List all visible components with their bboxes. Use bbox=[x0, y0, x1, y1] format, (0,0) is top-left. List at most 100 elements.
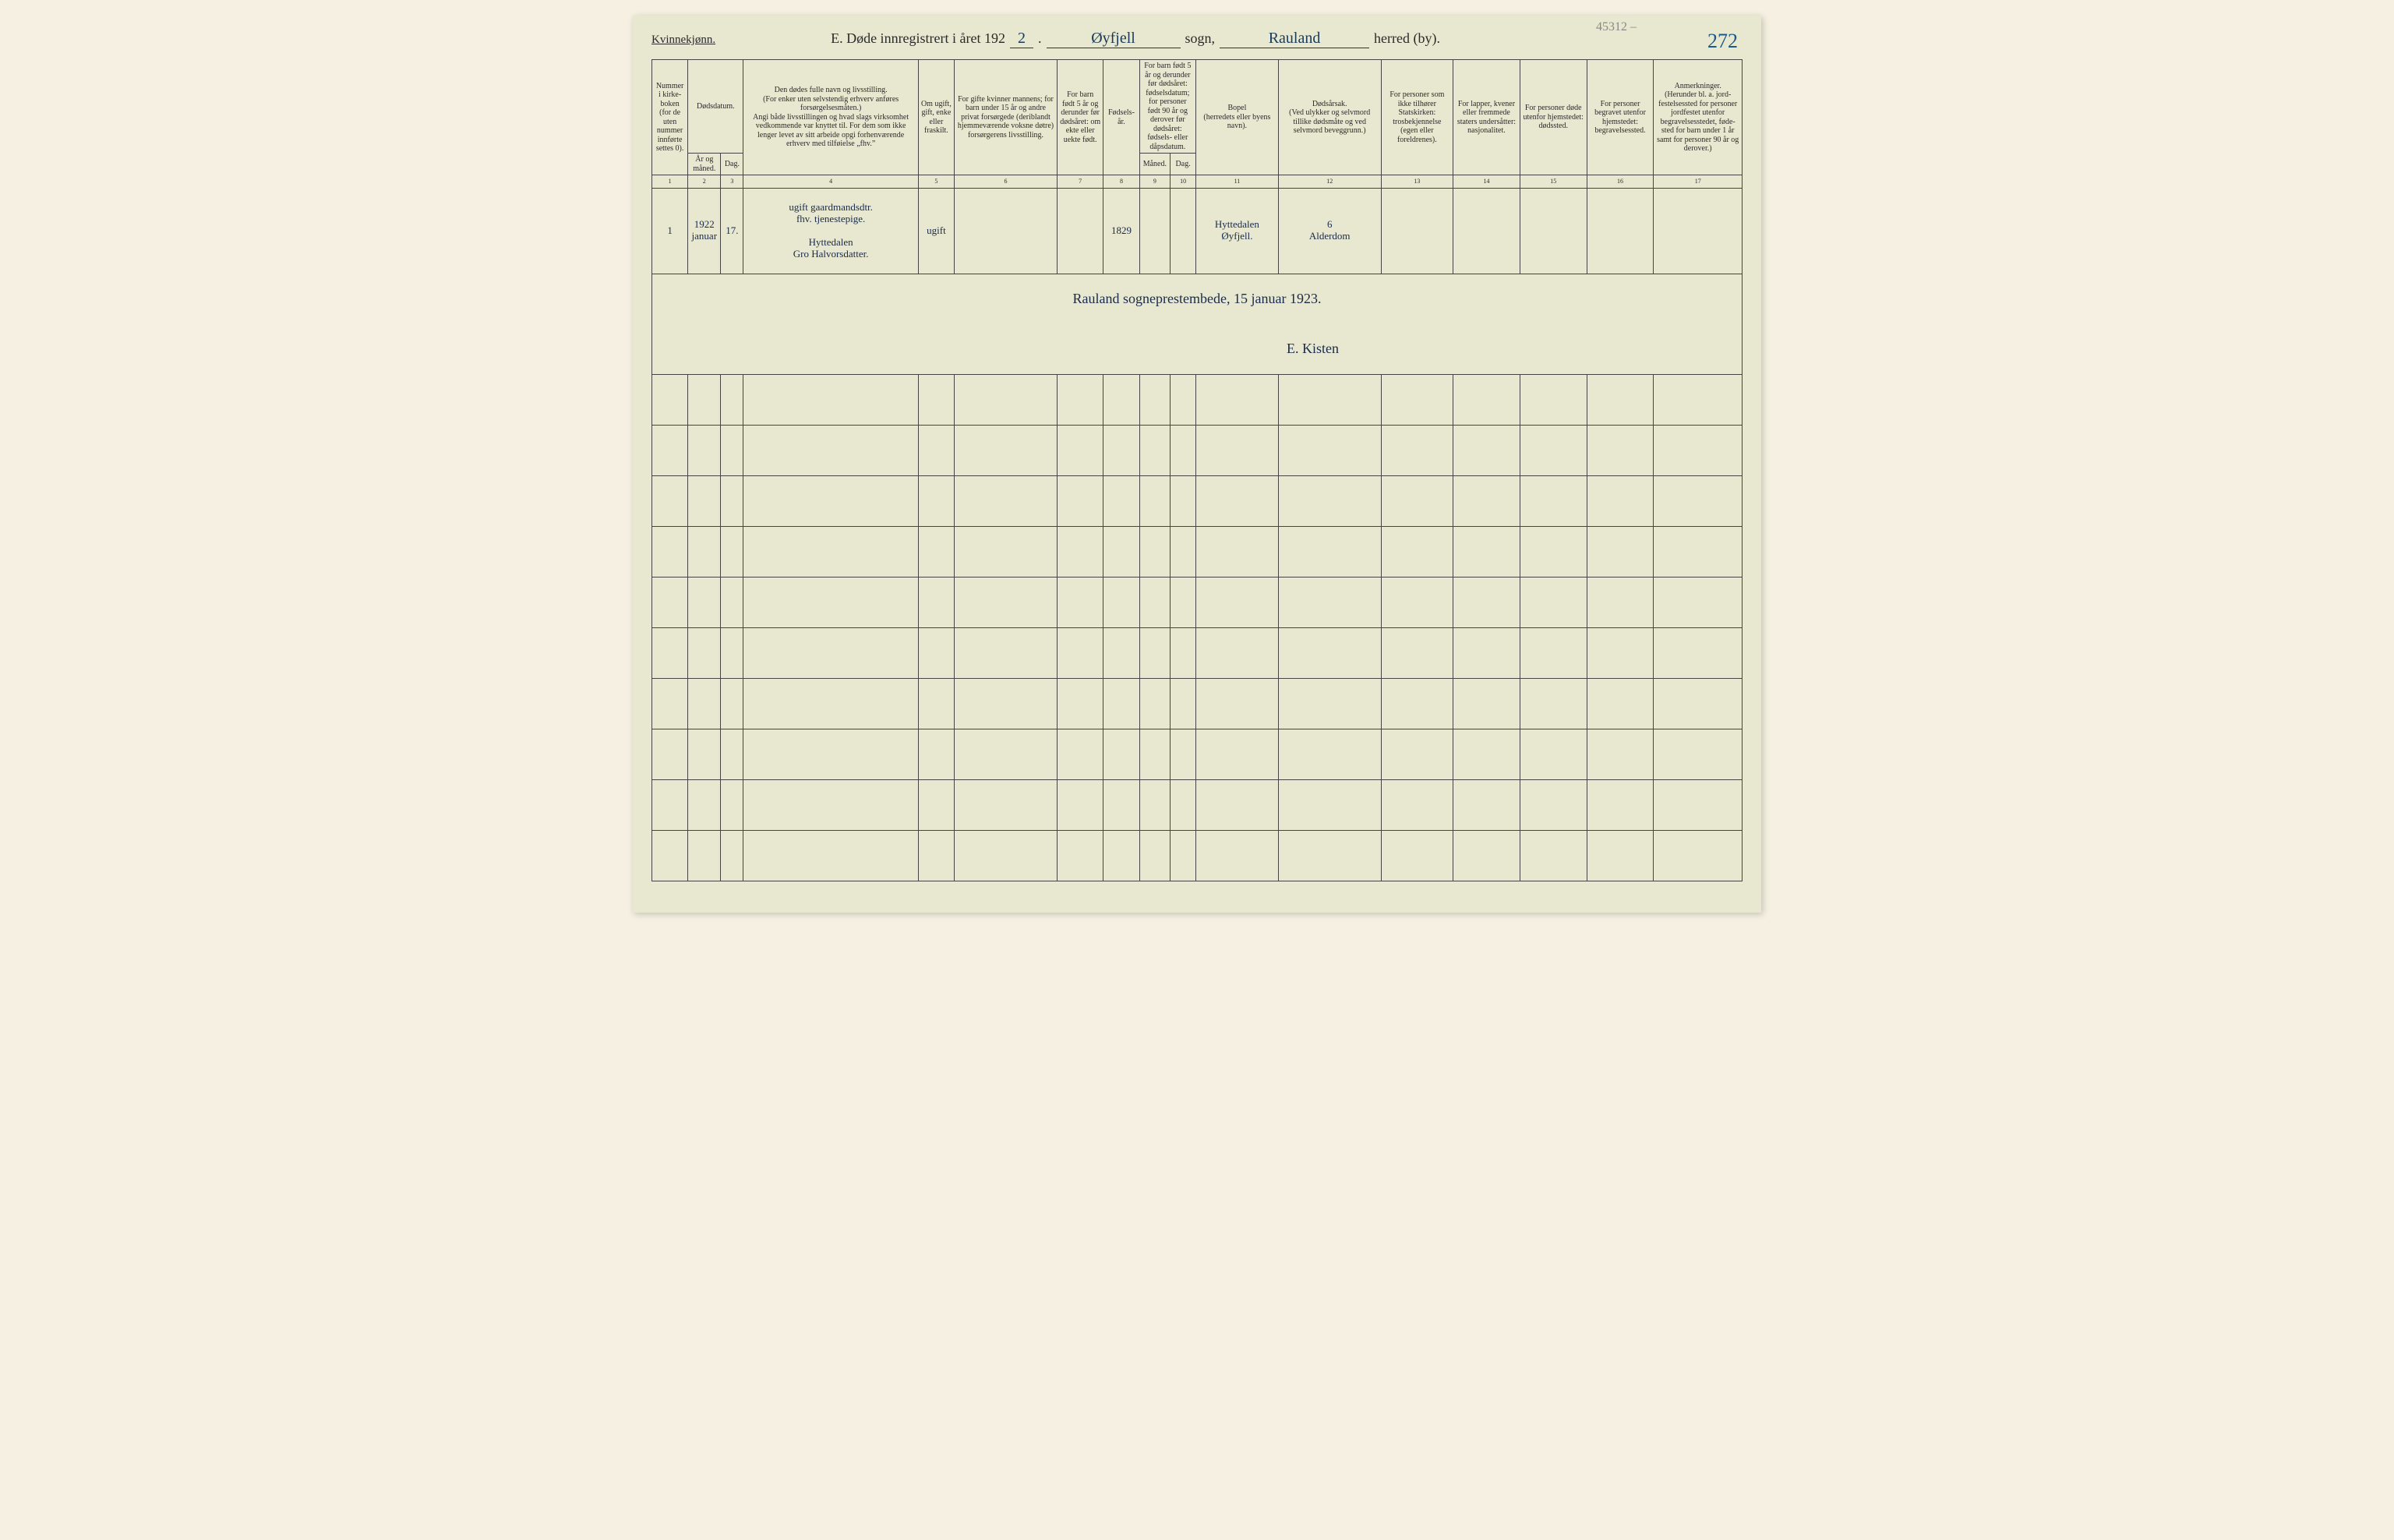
blank-cell bbox=[918, 627, 954, 678]
blank-cell bbox=[721, 627, 743, 678]
blank-cell bbox=[688, 627, 721, 678]
blank-cell bbox=[1057, 678, 1103, 729]
blank-cell bbox=[1381, 526, 1453, 577]
col-6: For gifte kvinner mannens; for barn unde… bbox=[955, 60, 1058, 175]
colnum-1: 1 bbox=[652, 175, 688, 189]
blank-cell bbox=[1196, 830, 1279, 881]
blank-cell bbox=[1103, 627, 1139, 678]
blank-cell bbox=[1453, 729, 1520, 779]
blank-cell bbox=[1587, 678, 1654, 729]
blank-cell bbox=[1520, 729, 1587, 779]
blank-cell bbox=[1171, 830, 1196, 881]
herred-field: Rauland bbox=[1220, 30, 1369, 48]
blank-cell bbox=[1278, 475, 1381, 526]
blank-cell bbox=[1453, 475, 1520, 526]
blank-cell bbox=[1587, 475, 1654, 526]
cell-9 bbox=[1139, 189, 1171, 274]
blank-cell bbox=[743, 374, 918, 425]
blank-cell bbox=[1381, 678, 1453, 729]
col-10: Dag. bbox=[1171, 154, 1196, 175]
blank-cell bbox=[955, 374, 1058, 425]
blank-cell bbox=[1139, 425, 1171, 475]
col-9-10-group: For barn født 5 år og der­under før døds… bbox=[1139, 60, 1196, 154]
blank-cell bbox=[1654, 627, 1743, 678]
signature-row-2: E. Kisten bbox=[652, 324, 1743, 375]
col-13: For personer som ikke tilhører Statskirk… bbox=[1381, 60, 1453, 175]
blank-cell bbox=[652, 475, 688, 526]
blank-cell bbox=[918, 475, 954, 526]
page-number: 272 bbox=[1707, 30, 1738, 53]
blank-cell bbox=[1278, 526, 1381, 577]
ledger-page: 45312 – 272 Kvinnekjønn. E. Døde innregi… bbox=[633, 16, 1761, 913]
blank-cell bbox=[1171, 678, 1196, 729]
blank-cell bbox=[1520, 830, 1587, 881]
cell-month: januar bbox=[690, 231, 718, 242]
blank-cell bbox=[1057, 577, 1103, 627]
blank-cell bbox=[955, 627, 1058, 678]
blank-cell bbox=[1587, 627, 1654, 678]
blank-cell bbox=[955, 577, 1058, 627]
blank-cell bbox=[1278, 425, 1381, 475]
colnum-17: 17 bbox=[1654, 175, 1743, 189]
blank-cell bbox=[1453, 577, 1520, 627]
blank-cell bbox=[1278, 627, 1381, 678]
blank-cell bbox=[1171, 577, 1196, 627]
pencil-annotation: 45312 – bbox=[1596, 20, 1637, 34]
colnum-9: 9 bbox=[1139, 175, 1171, 189]
colnum-14: 14 bbox=[1453, 175, 1520, 189]
blank-cell bbox=[955, 830, 1058, 881]
colnum-5: 5 bbox=[918, 175, 954, 189]
blank-cell bbox=[955, 425, 1058, 475]
blank-cell bbox=[652, 779, 688, 830]
blank-row bbox=[652, 425, 1743, 475]
blank-cell bbox=[1196, 475, 1279, 526]
col-17: Anmerkninger. (Herunder bl. a. jord­fest… bbox=[1654, 60, 1743, 175]
blank-row bbox=[652, 577, 1743, 627]
blank-cell bbox=[688, 830, 721, 881]
col-14: For lapper, kvener eller fremmede stater… bbox=[1453, 60, 1520, 175]
col-3: Dag. bbox=[721, 154, 743, 175]
blank-cell bbox=[721, 779, 743, 830]
blank-cell bbox=[652, 830, 688, 881]
blank-cell bbox=[1196, 425, 1279, 475]
blank-cell bbox=[1587, 779, 1654, 830]
blank-cell bbox=[743, 425, 918, 475]
year-field: 2 bbox=[1010, 30, 1033, 48]
blank-cell bbox=[721, 374, 743, 425]
blank-cell bbox=[1520, 779, 1587, 830]
blank-cell bbox=[1171, 779, 1196, 830]
blank-cell bbox=[1103, 374, 1139, 425]
blank-cell bbox=[652, 425, 688, 475]
blank-cell bbox=[652, 577, 688, 627]
blank-cell bbox=[1171, 475, 1196, 526]
colnum-12: 12 bbox=[1278, 175, 1381, 189]
blank-cell bbox=[688, 779, 721, 830]
blank-cell bbox=[1171, 729, 1196, 779]
blank-cell bbox=[1057, 526, 1103, 577]
blank-cell bbox=[1381, 425, 1453, 475]
herred-label: herred (by). bbox=[1374, 30, 1440, 47]
blank-cell bbox=[1381, 627, 1453, 678]
cell-cause: 6 Alderdom bbox=[1278, 189, 1381, 274]
signature-row-1: Rauland sogneprestembede, 15 januar 1923… bbox=[652, 274, 1743, 324]
blank-row bbox=[652, 627, 1743, 678]
blank-row bbox=[652, 678, 1743, 729]
blank-cell bbox=[1654, 425, 1743, 475]
cell-14 bbox=[1453, 189, 1520, 274]
cell-name-desc: ugift gaardmandsdtr. fhv. tjenestepige. bbox=[746, 202, 915, 225]
blank-cell bbox=[955, 779, 1058, 830]
blank-row bbox=[652, 830, 1743, 881]
blank-cell bbox=[1057, 779, 1103, 830]
blank-cell bbox=[652, 627, 688, 678]
cell-bopel: Hyttedalen Øyfjell. bbox=[1196, 189, 1279, 274]
entry-row-1: 1 1922 januar 17. ugift gaardmandsdtr. f… bbox=[652, 189, 1743, 274]
blank-cell bbox=[1196, 627, 1279, 678]
blank-cell bbox=[1654, 830, 1743, 881]
blank-cell bbox=[1453, 779, 1520, 830]
blank-cell bbox=[1381, 475, 1453, 526]
blank-cell bbox=[1171, 374, 1196, 425]
blank-cell bbox=[1103, 577, 1139, 627]
col-16: For personer begravet utenfor hjemstedet… bbox=[1587, 60, 1654, 175]
blank-cell bbox=[1103, 425, 1139, 475]
blank-cell bbox=[1103, 779, 1139, 830]
